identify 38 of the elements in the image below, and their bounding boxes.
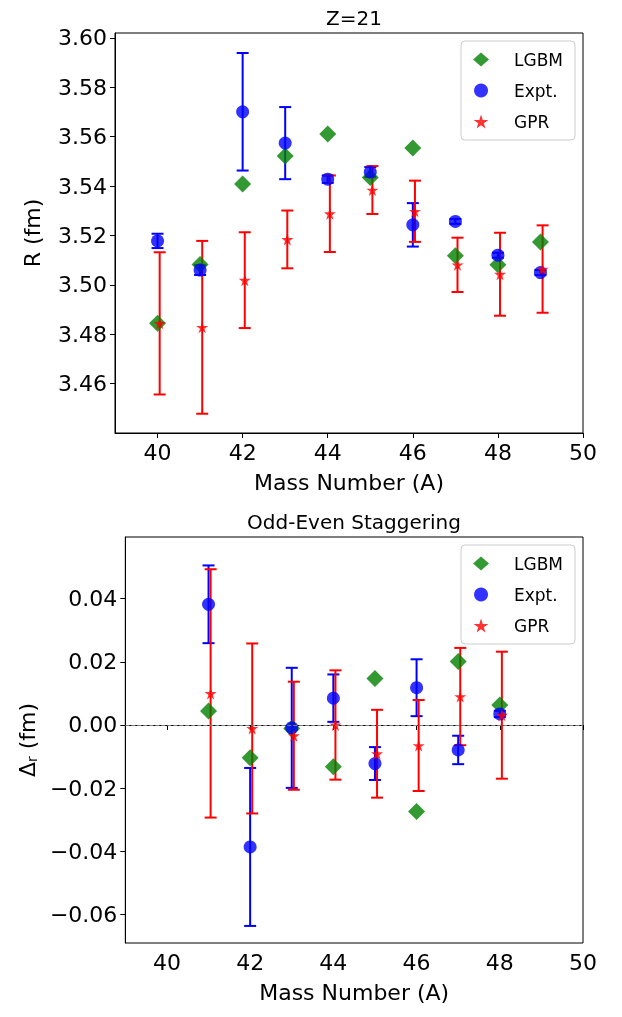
legend-label: LGBM <box>514 553 564 574</box>
x-tick-label: 46 <box>398 439 427 465</box>
y-tick-label: 3.56 <box>58 124 107 150</box>
y-tick-label: 3.46 <box>58 371 107 397</box>
x-tick-label: 50 <box>569 439 597 465</box>
x-tick-label: 40 <box>152 949 181 975</box>
x-tick-label: 42 <box>228 439 257 465</box>
x-tick-label: 44 <box>313 439 342 465</box>
legend-label: LGBM <box>514 49 564 70</box>
y-axis-title: Δr (fm) <box>14 702 40 778</box>
y-tick-label: 3.52 <box>58 222 107 248</box>
chart-title: Z=21 <box>326 6 382 30</box>
y-tick-label: −0.02 <box>49 775 118 801</box>
x-tick-label: 50 <box>569 949 597 975</box>
y-tick-label: 3.58 <box>58 74 107 100</box>
y-tick-label: 0.02 <box>68 649 118 675</box>
x-axis-title: Mass Number (A) <box>259 979 450 1005</box>
y-tick-label: −0.04 <box>49 838 118 864</box>
y-tick-label: 3.48 <box>58 321 107 347</box>
x-tick-label: 48 <box>485 949 514 975</box>
x-tick-label: 48 <box>483 439 512 465</box>
x-axis-title: Mass Number (A) <box>254 469 444 495</box>
y-axis-title: R (fm) <box>19 198 45 268</box>
x-tick-label: 44 <box>319 949 348 975</box>
x-tick-label: 46 <box>402 949 431 975</box>
y-tick-label: 3.50 <box>58 272 107 298</box>
y-tick-label: 0.04 <box>68 586 118 612</box>
y-tick-label: 3.60 <box>58 25 107 51</box>
legend-label: GPR <box>514 615 550 636</box>
legend-label: Expt. <box>514 80 558 101</box>
y-tick-label: −0.06 <box>49 902 118 928</box>
x-tick-label: 40 <box>143 439 172 465</box>
legend-label: GPR <box>514 111 550 132</box>
legend-label: Expt. <box>514 584 558 605</box>
chart-title: Odd-Even Staggering <box>247 510 461 534</box>
y-tick-label: 3.54 <box>58 173 107 199</box>
y-tick-label: 0.00 <box>68 712 118 738</box>
x-tick-label: 42 <box>236 949 265 975</box>
